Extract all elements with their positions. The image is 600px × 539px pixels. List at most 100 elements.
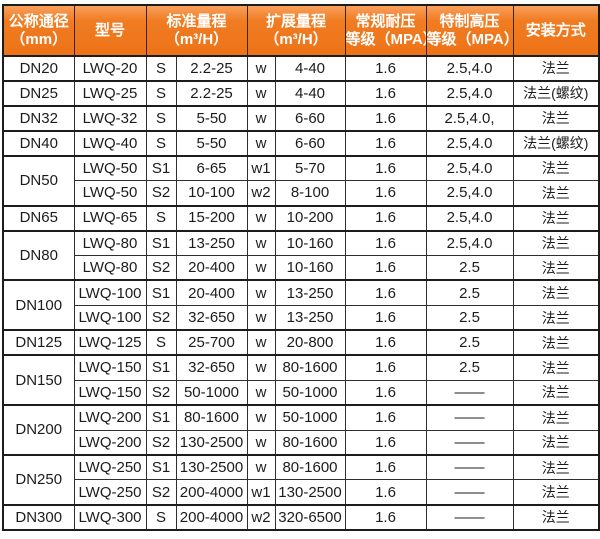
cell-ext-range: 10-160 [274,229,346,256]
cell-normal-pressure: 1.6 [344,204,427,232]
cell-install: 法兰 [512,354,600,381]
header-row: 公称通径 （mm） 型号 标准量程 （m³/H） 扩展量程 （m³/H） 常规耐压 等级… [2,4,600,57]
cell-dn: DN65 [2,204,75,232]
cell-ext-range: 80-1600 [274,429,346,456]
cell-std-range: 15-200 [175,204,248,232]
cell-model: LWQ-32 [73,104,147,132]
cell-install: 法兰 [512,304,600,331]
table-row: DN300 LWQ-300 S 200-4000 w2 320-6500 1.6… [2,503,600,531]
cell-ext-range: 4-40 [274,79,346,107]
cell-special-pressure: 2.5,4.0, [425,104,514,132]
cell-ext-range: 320-6500 [274,503,346,531]
cell-dn: DN80 [2,229,75,281]
table-row: DN50 LWQ-50 S1 6-65 w1 5-70 1.6 2.5,4.0 … [2,154,600,207]
cell-ext-range: 8-100 [274,180,346,207]
cell-install: 法兰 [512,104,600,132]
cell-dn: DN40 [2,129,75,157]
cell-std-code: S2 [145,180,177,207]
cell-install: 法兰 [512,55,600,82]
table-row: DN40 LWQ-40 S 5-50 w 6-60 1.6 2.5,4.0 法兰… [2,129,600,157]
cell-dn: DN100 [2,279,75,331]
cell-std-range: 10-100 [175,180,248,207]
cell-install: 法兰 [512,154,600,182]
cell-normal-pressure: 1.6 [344,429,427,456]
cell-special-pressure: 2.5,4.0 [425,129,514,157]
cell-dn: DN50 [2,154,75,207]
cell-std-code: S2 [145,479,177,506]
cell-special-pressure: —— [425,503,514,531]
cell-special-pressure: 2.5,4.0 [425,204,514,232]
cell-special-pressure: —— [425,454,514,481]
cell-model: LWQ-80 [73,229,147,256]
cell-model: LWQ-50 [73,180,147,207]
cell-special-pressure: 2.5,4.0 [425,180,514,207]
cell-std-range: 5-50 [175,104,248,132]
cell-install: 法兰 [512,279,600,306]
cell-ext-code: w [246,279,276,306]
header-special-pressure: 特制高压 等级（MPA） [425,4,514,57]
cell-model: LWQ-150 [73,379,147,406]
cell-special-pressure: 2.5 [425,329,514,356]
cell-ext-range: 50-1000 [274,404,346,431]
cell-special-pressure: 2.5,4.0 [425,229,514,256]
table-row: DN150 LWQ-150 S1 32-650 w 80-1600 1.6 2.… [2,354,600,406]
cell-normal-pressure: 1.6 [344,304,427,331]
cell-std-code: S [145,79,177,107]
cell-std-code: S2 [145,379,177,406]
cell-ext-range: 5-70 [274,154,346,182]
cell-model: LWQ-150 [73,354,147,381]
cell-normal-pressure: 1.6 [344,104,427,132]
cell-ext-code: w [246,204,276,232]
cell-std-code: S [145,129,177,157]
cell-ext-range: 6-60 [274,129,346,157]
cell-ext-range: 50-1000 [274,379,346,406]
cell-normal-pressure: 1.6 [344,379,427,406]
cell-model: LWQ-200 [73,404,147,431]
table-row: DN100 LWQ-100 S1 20-400 w 13-250 1.6 2.5… [2,279,600,331]
cell-std-range: 130-2500 [175,454,248,481]
cell-special-pressure: —— [425,479,514,506]
cell-special-pressure: 2.5 [425,279,514,306]
table-row: DN80 LWQ-80 S1 13-250 w 10-160 1.6 2.5,4… [2,229,600,281]
cell-dn: DN150 [2,354,75,406]
cell-special-pressure: —— [425,379,514,406]
cell-model: LWQ-100 [73,279,147,306]
table-row: DN25 LWQ-25 S 2.2-25 w 4-40 1.6 2.5,4.0 … [2,79,600,107]
table-row: LWQ-250 S2 200-4000 w1 130-2500 1.6 —— 法… [3,479,600,506]
cell-std-range: 6-65 [175,154,248,182]
cell-install: 法兰 [512,479,600,506]
cell-ext-range: 10-160 [274,255,346,281]
cell-model: LWQ-40 [73,129,147,157]
cell-ext-code: w [246,255,276,281]
cell-install: 法兰 [512,454,600,481]
cell-dn: DN20 [2,55,75,82]
cell-normal-pressure: 1.6 [344,329,427,356]
table-row: LWQ-200 S2 130-2500 w 80-1600 1.6 —— 法兰 [3,429,600,456]
cell-normal-pressure: 1.6 [344,229,427,256]
cell-normal-pressure: 1.6 [344,354,427,381]
cell-special-pressure: —— [425,429,514,456]
cell-ext-code: w [246,79,276,107]
cell-std-range: 80-1600 [175,404,248,431]
cell-ext-range: 13-250 [274,304,346,331]
cell-ext-range: 20-800 [274,329,346,356]
cell-normal-pressure: 1.6 [344,454,427,481]
cell-ext-range: 6-60 [274,104,346,132]
cell-model: LWQ-65 [73,204,147,232]
cell-ext-code: w2 [246,180,276,207]
flow-meter-spec-table: 公称通径 （mm） 型号 标准量程 （m³/H） 扩展量程 （m³/H） 常规耐压 等级… [2,4,600,531]
cell-ext-code: w [246,104,276,132]
cell-std-range: 32-650 [175,304,248,331]
cell-special-pressure: 2.5 [425,354,514,381]
cell-dn: DN32 [2,104,75,132]
cell-install: 法兰 [512,255,600,281]
cell-model: LWQ-100 [73,304,147,331]
cell-std-code: S1 [145,354,177,381]
cell-std-range: 13-250 [175,229,248,256]
cell-normal-pressure: 1.6 [344,180,427,207]
table-row: LWQ-50 S2 10-100 w2 8-100 1.6 2.5,4.0 法兰 [3,180,600,207]
cell-ext-code: w [246,329,276,356]
table-row: DN65 LWQ-65 S 15-200 w 10-200 1.6 2.5,4.… [2,204,600,232]
table-row: LWQ-100 S2 32-650 w 13-250 1.6 2.5 法兰 [3,304,600,331]
